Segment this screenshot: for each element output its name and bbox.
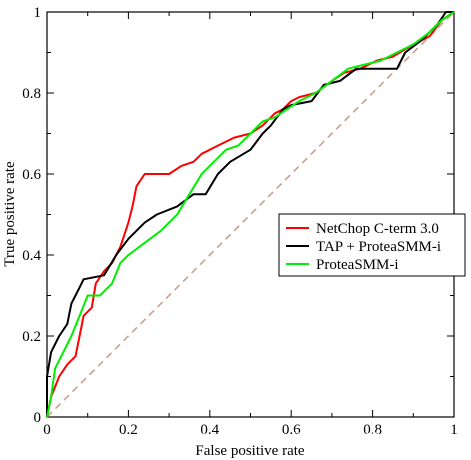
x-tick-label: 0 [43,422,51,438]
y-tick-label: 0.8 [22,86,41,102]
roc-line-tap-proteasmm [46,11,454,417]
x-tick-label: 0.4 [200,422,219,438]
x-tick-label: 1 [450,422,458,438]
legend: NetChop C-term 3.0 TAP + ProteaSMM-i Pro… [278,213,466,277]
roc-line-proteasmm [46,11,455,418]
legend-box [278,213,466,277]
y-tick-label: 0.2 [22,329,41,345]
y-tick-label: 0.6 [22,167,41,183]
y-tick-label: 1 [34,5,42,21]
x-tick-label: 0.6 [282,422,301,438]
x-tick-label: 0.8 [363,422,382,438]
watermark: CSDN @三月七（爱看动漫的程序员） [182,432,422,448]
legend-label-tap: TAP + ProteaSMM-i [316,239,441,255]
legend-label-netchop: NetChop C-term 3.0 [316,221,439,237]
legend-label-proteasmm: ProteaSMM-i [316,257,399,273]
y-tick-label: 0.4 [22,248,41,264]
x-tick-label: 0.2 [119,422,138,438]
y-tick-label: 0 [34,410,42,426]
axis-ticks: 0 0.2 0.4 0.6 0.8 1 0 0.2 0.4 0.6 0.8 1 [22,5,458,438]
x-axis-title: False positive rate [195,443,304,459]
y-axis-title: True positive rate [2,161,18,267]
series-layer [46,11,455,418]
